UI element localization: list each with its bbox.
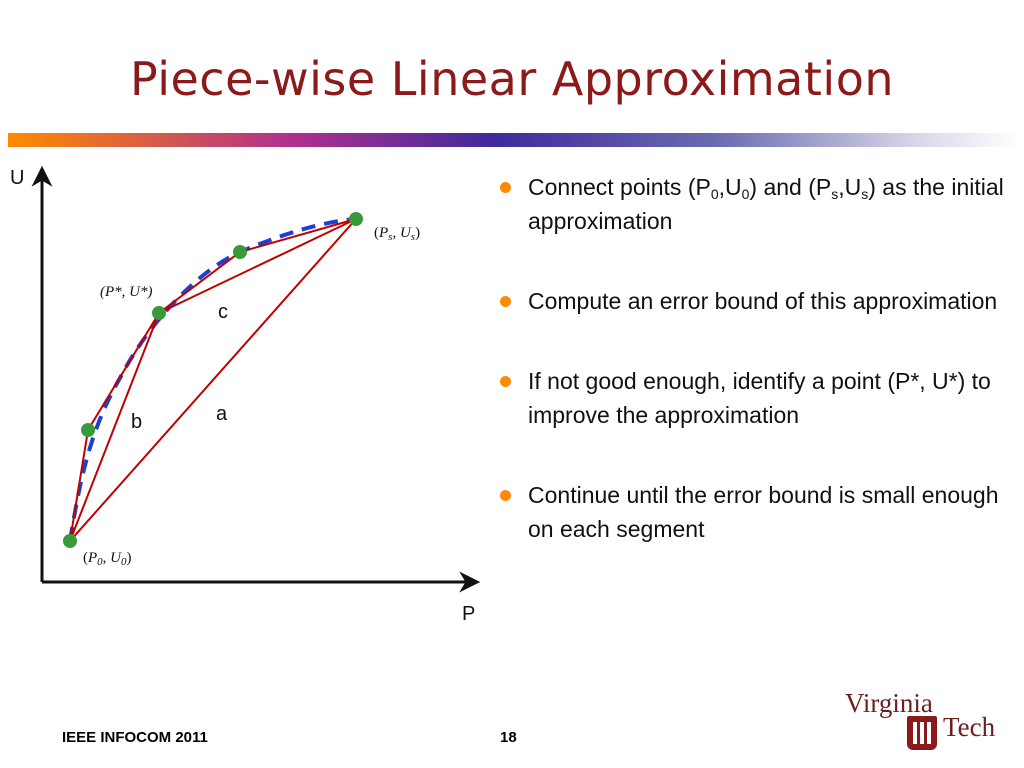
y-axis-label: U xyxy=(10,167,24,189)
point-label-p0: (P0, U0) xyxy=(83,550,132,568)
bullet-dot-icon xyxy=(500,182,511,193)
logo-emblem-icon xyxy=(907,716,937,750)
footer-conference: IEEE INFOCOM 2011 xyxy=(62,729,208,746)
bullet-list: Connect points (P0,U0) and (Ps,Us) as th… xyxy=(500,170,1015,592)
point-label-pstar: (P*, U*) xyxy=(100,284,153,300)
bullet-dot-icon xyxy=(500,490,511,501)
segment-pstar-p2 xyxy=(158,251,241,314)
point-p0 xyxy=(63,534,77,548)
segment-b xyxy=(69,312,160,542)
point-pstar xyxy=(152,306,166,320)
virginia-tech-logo: Virginia Tech xyxy=(845,688,1005,758)
segment-a xyxy=(69,218,357,542)
segment-p1-pstar xyxy=(87,312,160,431)
title-gradient-rule xyxy=(8,133,1020,147)
bullet-item: Connect points (P0,U0) and (Ps,Us) as th… xyxy=(500,170,1015,238)
point-intermediate-lower xyxy=(81,423,95,437)
segment-c xyxy=(158,218,357,314)
segment-label-a: a xyxy=(216,403,228,425)
segment-p2-ps xyxy=(239,218,357,253)
bullet-dot-icon xyxy=(500,296,511,307)
slide-title: Piece-wise Linear Approximation xyxy=(130,52,894,106)
slide-number: 18 xyxy=(500,729,517,746)
bullet-item: Continue until the error bound is small … xyxy=(500,478,1015,546)
segment-label-b: b xyxy=(131,411,142,433)
segment-p0-p1 xyxy=(69,429,89,542)
segment-label-c: c xyxy=(218,301,228,323)
point-label-ps: (Ps, Us) xyxy=(374,225,420,243)
point-intermediate-upper xyxy=(233,245,247,259)
point-ps xyxy=(349,212,363,226)
bullet-item: If not good enough, identify a point (P*… xyxy=(500,364,1015,432)
bullet-item: Compute an error bound of this approxima… xyxy=(500,284,1015,318)
x-axis-label: P xyxy=(462,603,475,625)
bullet-dot-icon xyxy=(500,376,511,387)
